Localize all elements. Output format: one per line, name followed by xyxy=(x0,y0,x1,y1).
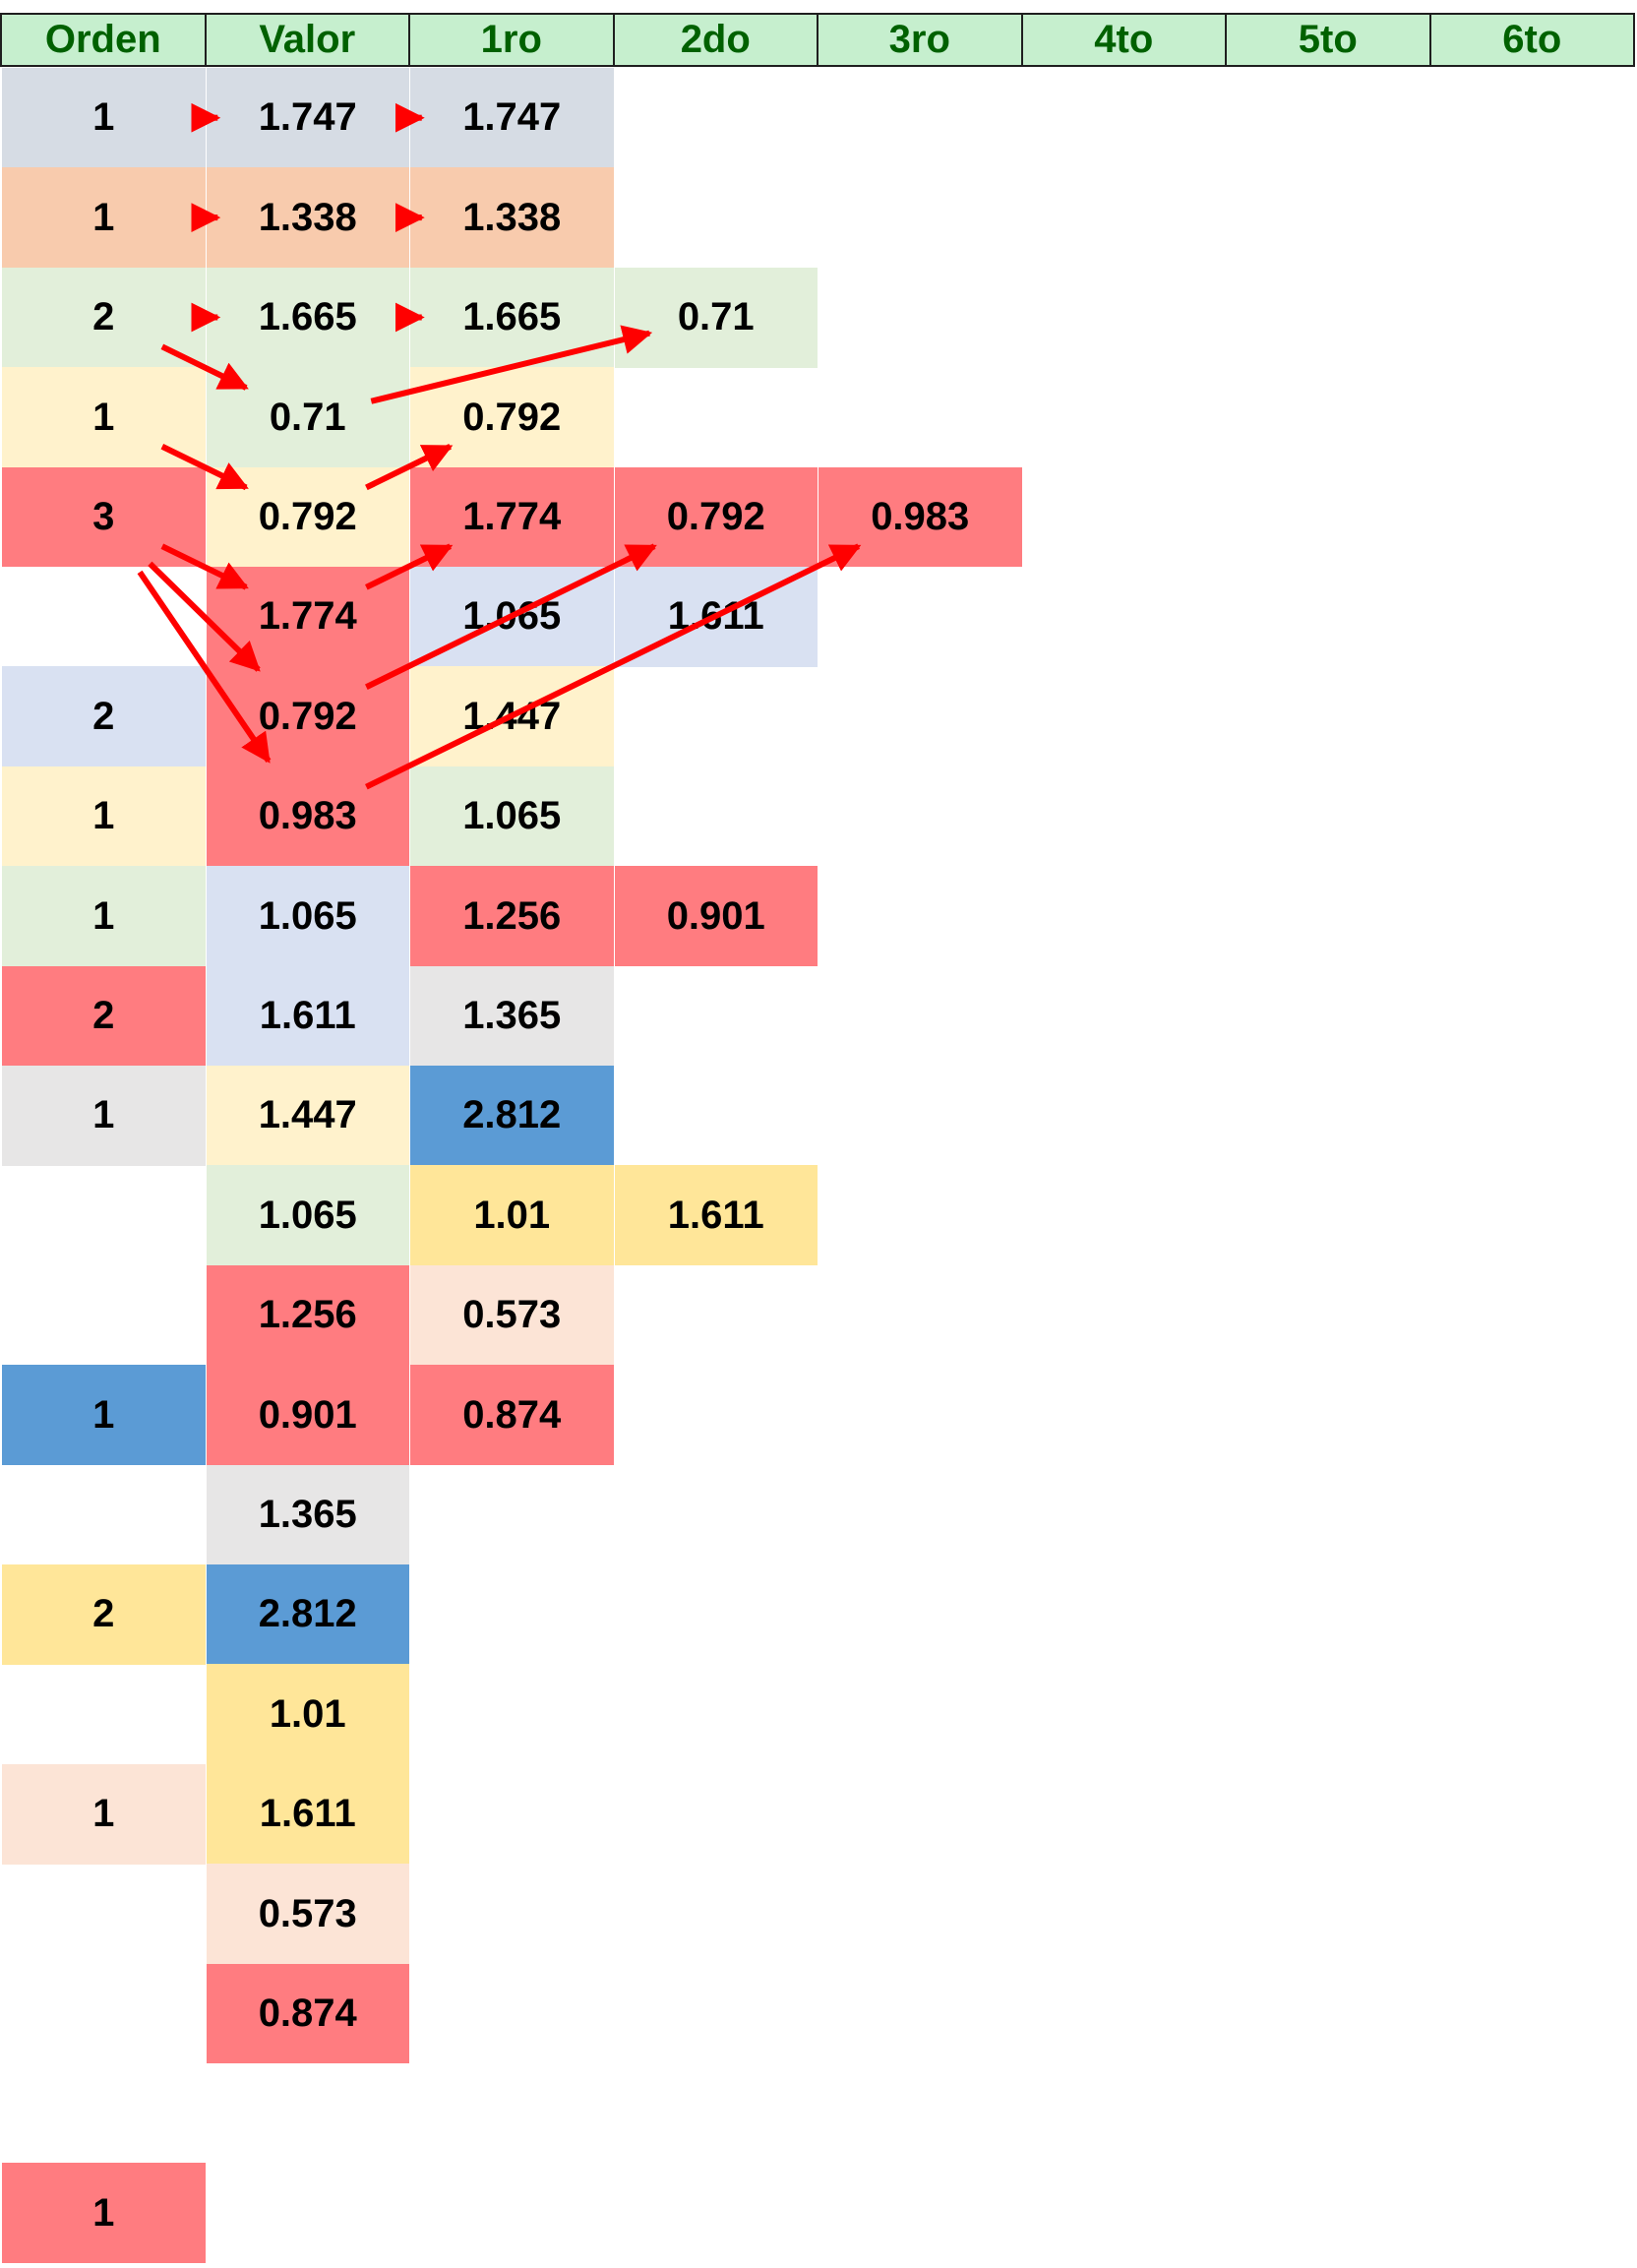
cell-r18-c1[interactable]: 0.573 xyxy=(206,1864,409,1965)
cell-r3-c1[interactable]: 0.71 xyxy=(206,367,409,468)
cell-r17-c0[interactable]: 1 xyxy=(2,1763,206,1865)
cell-r10-c2[interactable]: 2.812 xyxy=(410,1066,614,1166)
cell-r13-c2[interactable]: 0.874 xyxy=(410,1365,614,1466)
cell-r7-c1[interactable]: 0.983 xyxy=(206,766,409,867)
cell-r11-c1[interactable]: 1.065 xyxy=(206,1165,409,1266)
cell-r2-c2[interactable]: 1.665 xyxy=(410,267,614,368)
cell-r16-c1[interactable]: 1.01 xyxy=(206,1664,409,1765)
cell-r8-c1[interactable]: 1.065 xyxy=(206,866,409,967)
cell-r2-c1[interactable]: 1.665 xyxy=(206,267,409,368)
cell-r19-c1[interactable]: 0.874 xyxy=(206,1963,409,2064)
cell-r3-c2[interactable]: 0.792 xyxy=(410,367,614,468)
cell-r10-c0[interactable]: 1 xyxy=(2,1066,206,1166)
cell-r4-c4[interactable]: 0.983 xyxy=(818,466,1022,568)
cell-r1-c1[interactable]: 1.338 xyxy=(206,167,409,269)
cell-r6-c2[interactable]: 1.447 xyxy=(410,666,614,767)
cell-r0-c1[interactable]: 1.747 xyxy=(206,68,409,168)
cell-r11-c3[interactable]: 1.611 xyxy=(614,1165,818,1266)
cell-r4-c0[interactable]: 3 xyxy=(2,466,206,568)
cell-r13-c1[interactable]: 0.901 xyxy=(206,1365,409,1466)
cell-r7-c0[interactable]: 1 xyxy=(2,766,206,867)
cell-r4-c3[interactable]: 0.792 xyxy=(614,466,818,568)
cell-r4-c2[interactable]: 1.774 xyxy=(410,466,614,568)
cell-r10-c1[interactable]: 1.447 xyxy=(206,1066,409,1166)
cell-r9-c1[interactable]: 1.611 xyxy=(206,965,409,1067)
cell-r13-c0[interactable]: 1 xyxy=(2,1365,206,1466)
column-header-6[interactable]: 5to xyxy=(1225,13,1431,67)
cell-r7-c2[interactable]: 1.065 xyxy=(410,766,614,867)
column-header-2[interactable]: 1ro xyxy=(408,13,615,67)
cell-r0-c0[interactable]: 1 xyxy=(2,68,206,168)
cell-r8-c2[interactable]: 1.256 xyxy=(410,866,614,967)
column-header-4[interactable]: 3ro xyxy=(817,13,1023,67)
cell-r11-c2[interactable]: 1.01 xyxy=(410,1165,614,1266)
cell-r12-c1[interactable]: 1.256 xyxy=(206,1264,409,1366)
cell-r2-c3[interactable]: 0.71 xyxy=(614,267,818,368)
cell-r9-c2[interactable]: 1.365 xyxy=(410,965,614,1067)
cell-r15-c1[interactable]: 2.812 xyxy=(206,1564,409,1665)
column-header-5[interactable]: 4to xyxy=(1020,13,1227,67)
cell-r6-c0[interactable]: 2 xyxy=(2,666,206,767)
column-header-3[interactable]: 2do xyxy=(612,13,818,67)
cell-r6-c1[interactable]: 0.792 xyxy=(206,666,409,767)
cell-r9-c0[interactable]: 2 xyxy=(2,965,206,1067)
cell-r5-c1[interactable]: 1.774 xyxy=(206,567,409,667)
cell-r17-c1[interactable]: 1.611 xyxy=(206,1763,409,1865)
cell-r14-c1[interactable]: 1.365 xyxy=(206,1464,409,1565)
column-header-0[interactable]: Orden xyxy=(0,13,207,67)
column-header-7[interactable]: 6to xyxy=(1428,13,1635,67)
cell-r15-c0[interactable]: 2 xyxy=(2,1564,206,1665)
cell-r12-c2[interactable]: 0.573 xyxy=(410,1264,614,1366)
cell-r4-c1[interactable]: 0.792 xyxy=(206,466,409,568)
cell-r3-c0[interactable]: 1 xyxy=(2,367,206,468)
cell-r5-c3[interactable]: 1.611 xyxy=(614,567,818,667)
cell-r21-c0[interactable]: 1 xyxy=(2,2163,206,2264)
cell-r8-c3[interactable]: 0.901 xyxy=(614,866,818,967)
cell-r2-c0[interactable]: 2 xyxy=(2,267,206,368)
cell-r5-c2[interactable]: 1.065 xyxy=(410,567,614,667)
cell-r0-c2[interactable]: 1.747 xyxy=(410,68,614,168)
cell-r8-c0[interactable]: 1 xyxy=(2,866,206,967)
cell-r1-c0[interactable]: 1 xyxy=(2,167,206,269)
column-header-1[interactable]: Valor xyxy=(204,13,410,67)
cell-r1-c2[interactable]: 1.338 xyxy=(410,167,614,269)
